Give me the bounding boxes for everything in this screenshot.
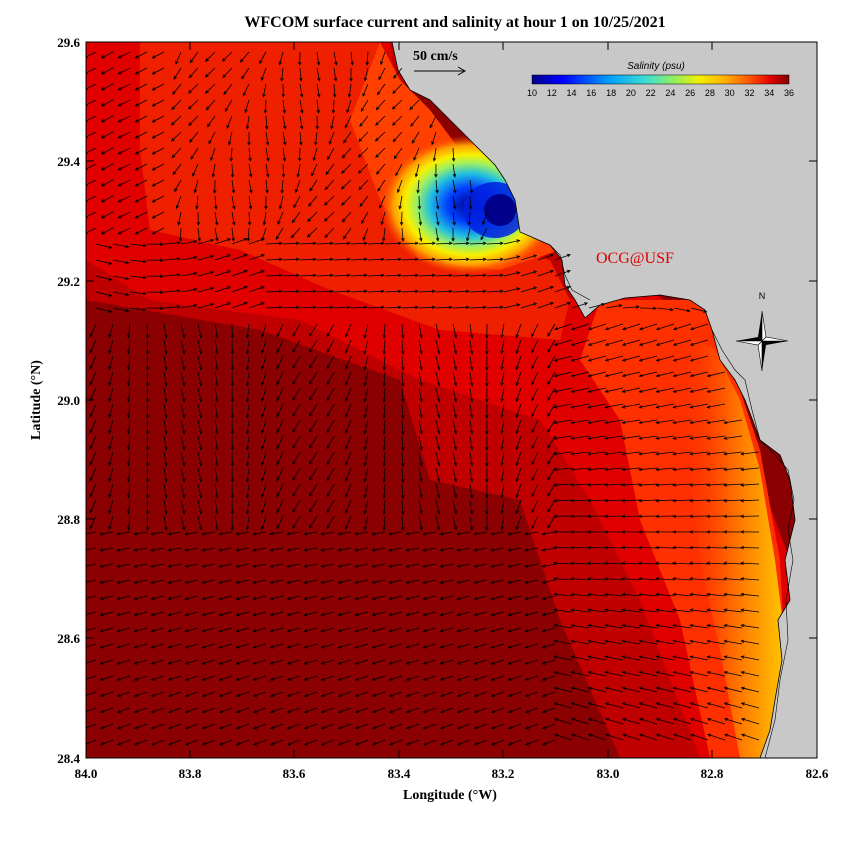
colorbar-tick-label: 14 [567,88,577,98]
colorbar-ticks: 10 12 14 16 18 20 22 24 26 28 30 32 34 36 [527,88,794,98]
x-tick-label: 83.8 [179,766,202,781]
reference-arrowhead-icon [457,66,467,76]
salinity-colorbar: Salinity (psu) 10 12 14 16 18 20 22 24 26 28 30 32 3… [527,61,794,98]
colorbar-tick-label: 24 [665,88,675,98]
colorbar-tick-label: 22 [646,88,656,98]
x-tick-label: 82.6 [806,766,829,781]
y-tick-label: 28.8 [57,512,80,527]
colorbar-tick-label: 36 [784,88,794,98]
y-tick-label: 29.4 [57,154,80,169]
y-tick-label: 29.0 [57,393,80,408]
colorbar-tick-label: 18 [606,88,616,98]
y-tick-label: 28.4 [57,751,80,766]
y-tick-label: 28.6 [57,631,80,646]
x-tick-label: 82.8 [701,766,724,781]
x-tick-label: 83.6 [283,766,306,781]
compass-rose-icon: N [735,291,789,372]
axis-ticks [85,41,818,759]
colorbar-tick-label: 12 [547,88,557,98]
x-axis-label: Longitude (°W) [403,788,497,803]
y-axis-label: Latitude (°N) [29,360,44,440]
y-tick-label: 29.2 [57,274,80,289]
colorbar-tick-label: 10 [527,88,537,98]
x-tick-label: 83.4 [388,766,411,781]
reference-vector: 50 cm/s [413,49,467,76]
colorbar-gradient [531,74,790,85]
colorbar-tick-label: 30 [725,88,735,98]
x-tick-label: 84.0 [75,766,98,781]
x-tick-label: 83.2 [492,766,515,781]
colorbar-tick-label: 20 [626,88,636,98]
colorbar-tick-label: 34 [764,88,774,98]
reference-vector-label: 50 cm/s [413,49,458,64]
chart-title: WFCOM surface current and salinity at ho… [244,14,665,31]
land-mass [391,42,817,758]
colorbar-tick-label: 16 [586,88,596,98]
x-tick-label: 83.0 [597,766,620,781]
current-vectors [86,51,760,746]
colorbar-tick-label: 26 [685,88,695,98]
watermark-label: OCG@USF [596,250,674,267]
y-tick-labels: 29.6 29.4 29.2 29.0 28.8 28.6 28.4 [57,35,80,766]
colorbar-title: Salinity (psu) [627,61,685,72]
compass-north-label: N [759,291,766,301]
colorbar-tick-label: 28 [705,88,715,98]
colorbar-tick-label: 32 [744,88,754,98]
x-tick-labels: 84.0 83.8 83.6 83.4 83.2 83.0 82.8 82.6 [75,766,829,781]
y-tick-label: 29.6 [57,35,80,50]
